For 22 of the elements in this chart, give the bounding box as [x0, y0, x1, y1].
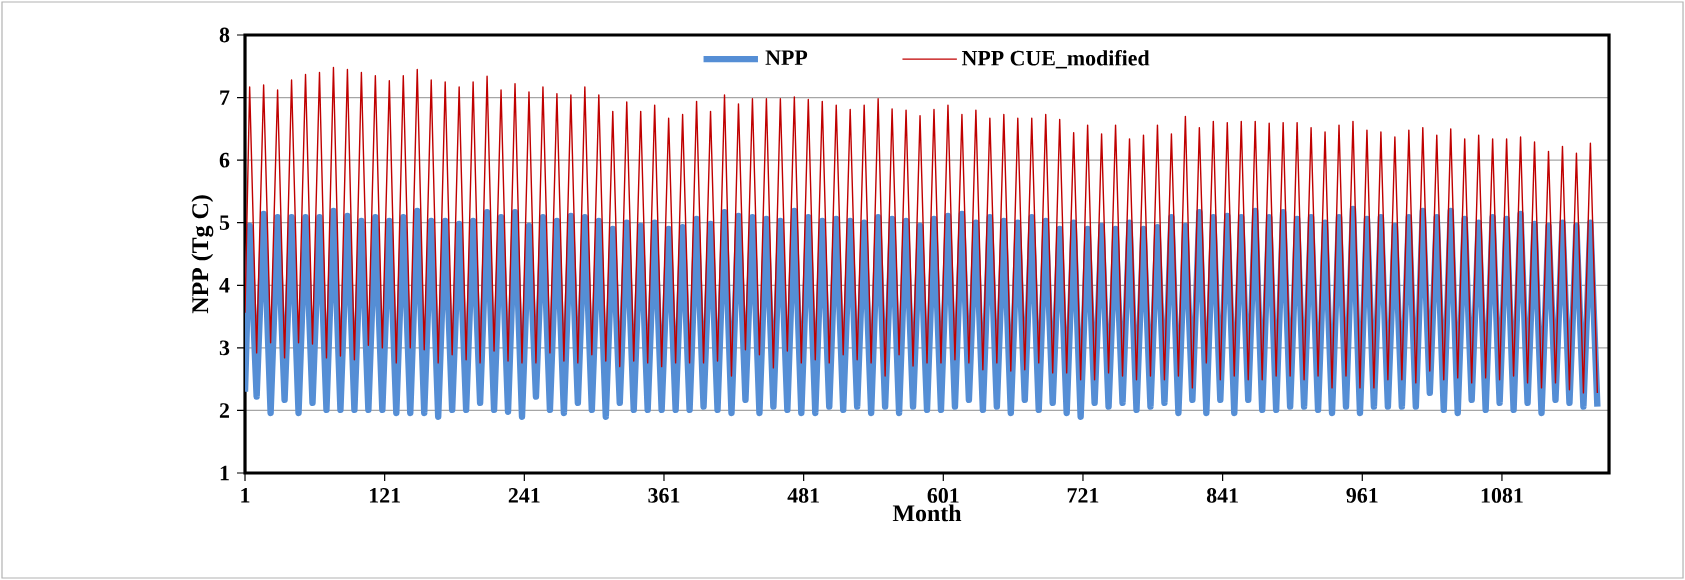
x-axis-title: Month: [892, 504, 962, 522]
y-tick-label: 4: [219, 278, 230, 293]
x-tick-label: 601: [927, 488, 959, 503]
legend-label: NPP: [765, 50, 808, 65]
x-tick-label: 841: [1206, 488, 1238, 503]
x-tick-label: 961: [1346, 488, 1378, 503]
y-axis-title: NPP (Tg C): [191, 195, 214, 314]
y-tick-label: 8: [219, 27, 230, 43]
x-tick-label: 1081: [1481, 488, 1523, 503]
x-tick-label: 121: [369, 488, 400, 503]
x-tick-label: 361: [648, 488, 680, 503]
x-tick-label: 721: [1067, 488, 1099, 503]
y-tick-label: 2: [219, 403, 229, 418]
legend-label: NPP CUE_modified: [961, 49, 1150, 69]
x-tick-label: 241: [508, 488, 540, 503]
y-tick-label: 6: [219, 152, 230, 168]
y-tick-label: 3: [219, 340, 230, 356]
y-tick-label: 7: [220, 90, 230, 105]
x-tick-label: 481: [787, 488, 819, 503]
y-tick-label: 5: [219, 215, 230, 230]
x-tick-label: 1: [241, 488, 250, 503]
y-tick-label: 1: [220, 465, 229, 481]
